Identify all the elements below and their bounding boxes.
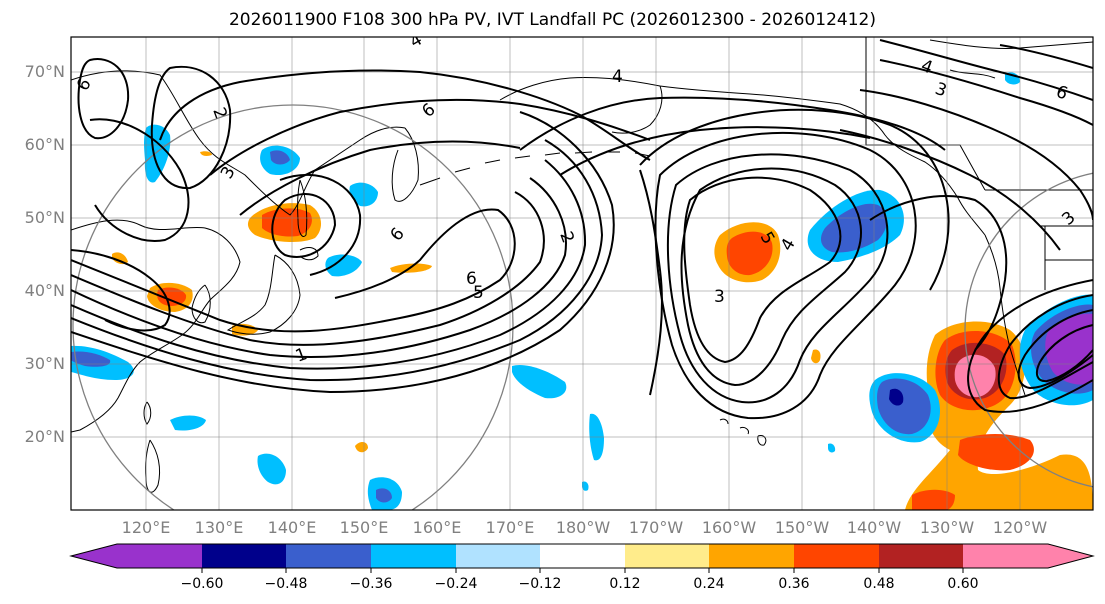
- colorbar: [69, 543, 1095, 573]
- contour-label-4b: 4: [612, 67, 623, 87]
- colorbar-max-extend: [1048, 544, 1093, 568]
- lon-label-140w: 140°W: [846, 518, 902, 537]
- map-title: 2026011900 F108 300 hPa PV, IVT Landfall…: [228, 10, 876, 30]
- colorbar-bin-sky: [371, 544, 456, 568]
- colorbar-bin-navy: [202, 544, 286, 568]
- lat-label-30n: 30°N: [24, 354, 65, 373]
- colorbar-ticks: [201, 568, 964, 573]
- contour-label-5: 5: [473, 283, 484, 303]
- colorbar-label-048: 0.48: [863, 576, 895, 592]
- lon-label-120w: 120°W: [992, 518, 1048, 537]
- map-panel: 1 2 2 3 3 3 3 4 4 4 4 5 5 6 6 6 6 6: [71, 37, 1093, 510]
- lon-label-150e: 150°E: [339, 518, 389, 537]
- lon-label-160e: 160°E: [412, 518, 462, 537]
- colorbar-bin-redorange: [794, 544, 879, 568]
- lat-label-70n: 70°N: [24, 62, 65, 81]
- lon-label-120e: 120°E: [121, 518, 171, 537]
- colorbar-bin-lightblue: [456, 544, 540, 568]
- colorbar-label-neg024: −0.24: [434, 576, 478, 592]
- colorbar-label-neg048: −0.48: [264, 576, 308, 592]
- region-circles: [72, 104, 1093, 510]
- lon-label-130e: 130°E: [194, 518, 244, 537]
- lat-label-50n: 50°N: [24, 208, 65, 227]
- lon-label-170w: 170°W: [628, 518, 684, 537]
- colorbar-bin-white: [540, 544, 625, 568]
- lat-label-60n: 60°N: [24, 135, 65, 154]
- colorbar-label-neg012: −0.12: [518, 576, 562, 592]
- lon-label-130w: 130°W: [919, 518, 975, 537]
- colorbar-bin-pink: [963, 544, 1048, 568]
- map-frame: [70, 36, 1094, 511]
- lat-label-40n: 40°N: [24, 281, 65, 300]
- colorbar-outline: [69, 543, 1095, 569]
- colorbar-bin-blue: [286, 544, 371, 568]
- contour-label-6: 6: [466, 269, 477, 289]
- ivt-shading: [71, 72, 1093, 510]
- colorbar-label-neg060: −0.60: [180, 576, 224, 592]
- colorbar-bin-firebrick: [879, 544, 963, 568]
- lon-label-160w: 160°W: [701, 518, 757, 537]
- colorbar-label-024: 0.24: [693, 576, 725, 592]
- colorbar-bin-orange: [709, 544, 794, 568]
- contour-label-3: 3: [714, 287, 725, 307]
- lon-label-170e: 170°E: [485, 518, 535, 537]
- lon-label-150w: 150°W: [774, 518, 830, 537]
- colorbar-bin-yellow: [625, 544, 709, 568]
- colorbar-label-012: 0.12: [609, 576, 641, 592]
- gridlines: [71, 37, 1093, 510]
- pv-contours: [71, 39, 1093, 420]
- colorbar-bin-purple: [117, 544, 202, 568]
- lon-label-140e: 140°E: [267, 518, 317, 537]
- colorbar-label-neg036: −0.36: [349, 576, 393, 592]
- lat-label-20n: 20°N: [24, 427, 65, 446]
- lon-label-180w: 180°W: [555, 518, 611, 537]
- colorbar-min-extend: [71, 544, 117, 568]
- colorbar-label-036: 0.36: [778, 576, 810, 592]
- colorbar-label-060: 0.60: [947, 576, 979, 592]
